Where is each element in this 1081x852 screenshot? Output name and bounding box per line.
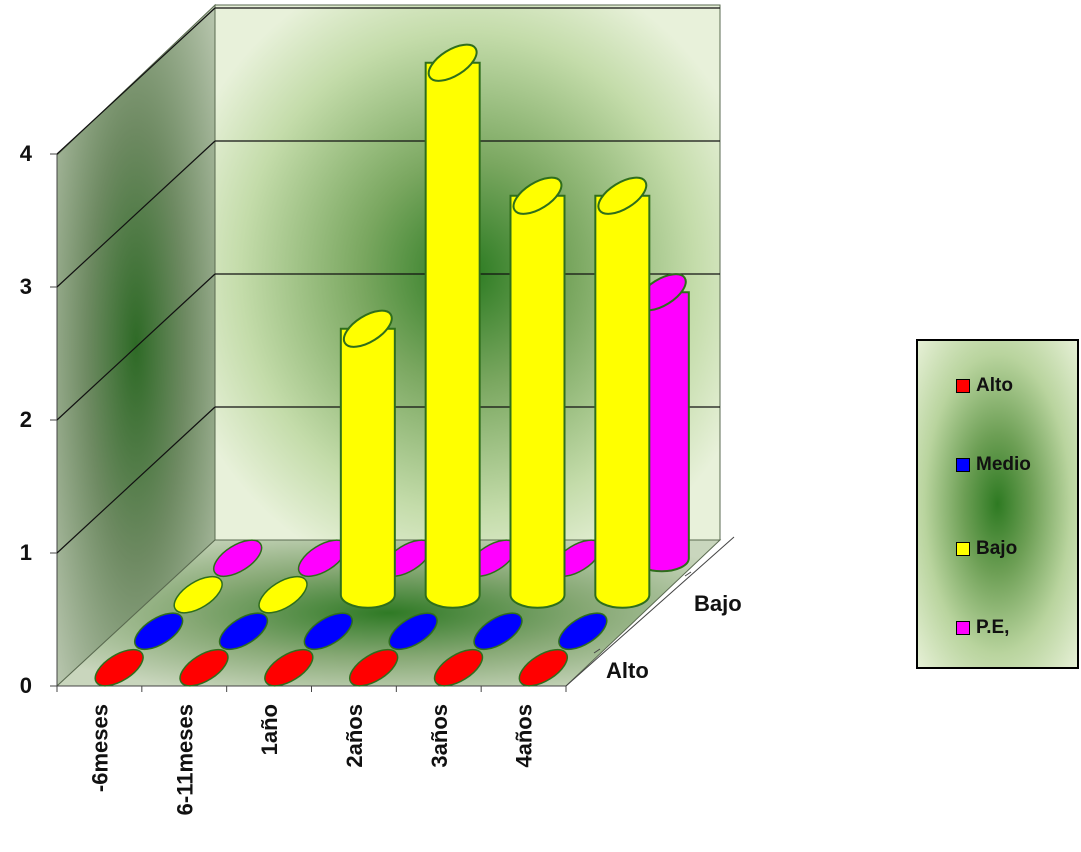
bar-top — [512, 176, 563, 215]
bar-top — [597, 176, 648, 215]
legend-label-pe: P.E, — [976, 617, 1010, 638]
depth-axis-line — [565, 536, 735, 687]
bar-base-disc — [303, 612, 353, 651]
legend-swatch-medio — [956, 458, 970, 472]
gridline-side — [56, 273, 216, 421]
bar-bajo — [258, 575, 308, 614]
y-tick-label: 4 — [20, 141, 33, 166]
bar-medio — [388, 612, 438, 651]
bar-base-disc — [258, 575, 308, 614]
legend-label-medio: Medio — [976, 454, 1031, 475]
bar-base-disc — [518, 648, 568, 687]
bar-base-disc — [213, 539, 263, 578]
bar-base-disc — [218, 612, 269, 651]
legend-swatch-pe — [956, 621, 970, 635]
bar-medio — [303, 612, 353, 651]
legend-label-bajo: Bajo — [976, 538, 1018, 559]
x-category-label: 6-11meses — [172, 704, 197, 815]
bar-base-disc — [264, 648, 314, 687]
depth-tick-mark — [684, 571, 692, 577]
y-tick-label: 3 — [20, 274, 32, 299]
y-tick-label: 0 — [20, 673, 32, 698]
bar-body — [339, 327, 396, 609]
legend-item-pe: P.E, — [956, 617, 1009, 639]
gridline-side — [56, 7, 216, 155]
bar-alto — [433, 648, 484, 687]
bar-body — [594, 194, 651, 609]
bar-base-disc — [388, 612, 438, 651]
depth-label-bajo: Bajo — [694, 591, 742, 616]
bar-body — [424, 61, 481, 609]
bar-bajo — [594, 176, 651, 609]
bar-base-disc — [134, 612, 184, 651]
bar-medio — [134, 612, 184, 651]
y-tick-label: 1 — [20, 540, 32, 565]
depth-label-alto: Alto — [606, 658, 649, 683]
x-category-label: 2años — [342, 704, 367, 768]
bar-top — [427, 43, 478, 82]
gridline-side — [56, 406, 216, 554]
bar-base-disc — [349, 648, 399, 687]
bar-alto — [518, 648, 568, 687]
bar-base-disc — [179, 648, 229, 687]
gridline-side — [56, 140, 216, 288]
legend-label-alto: Alto — [976, 375, 1013, 396]
legend-swatch-bajo — [956, 542, 970, 556]
bar-medio — [218, 612, 269, 651]
bar-pe — [213, 539, 263, 578]
bar-alto — [349, 648, 399, 687]
bar-alto — [179, 648, 229, 687]
legend-item-medio: Medio — [956, 454, 1031, 476]
bar-top — [342, 309, 393, 348]
legend-item-bajo: Bajo — [956, 538, 1017, 560]
bar-medio — [473, 612, 523, 651]
bar-bajo — [173, 575, 223, 614]
bar-base-disc — [173, 575, 223, 614]
x-category-label: 4años — [512, 704, 537, 768]
legend-item-alto: Alto — [956, 375, 1013, 397]
bar-bajo — [339, 309, 396, 609]
bar-base-disc — [473, 612, 523, 651]
legend: Alto Medio Bajo P.E, — [916, 339, 1079, 669]
legend-swatch-alto — [956, 379, 970, 393]
bar-alto — [94, 648, 144, 687]
bar-bajo — [424, 43, 481, 609]
depth-tick-mark — [593, 648, 601, 654]
bar-base-disc — [94, 648, 144, 687]
x-category-label: 3años — [427, 704, 452, 768]
bar-alto — [264, 648, 314, 687]
y-tick-label: 2 — [20, 407, 32, 432]
bar-medio — [558, 612, 608, 651]
bar-base-disc — [433, 648, 484, 687]
bar-base-disc — [558, 612, 608, 651]
x-category-label: 1año — [257, 704, 282, 755]
bar-body — [509, 194, 566, 609]
x-category-label: -6meses — [87, 704, 112, 792]
bar-bajo — [509, 176, 566, 609]
